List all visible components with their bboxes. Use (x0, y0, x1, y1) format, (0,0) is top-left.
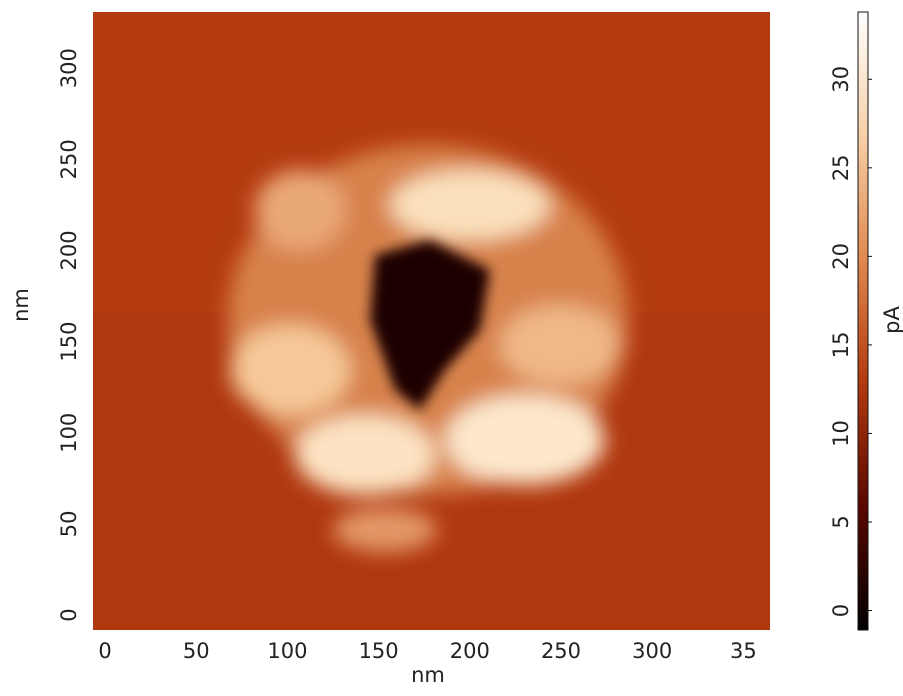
x-tick-label: 250 (541, 639, 581, 663)
page: nm nm pA 0501001502002503003505010015020… (0, 0, 903, 696)
y-tick-label: 150 (57, 322, 81, 362)
x-axis-label: nm (411, 663, 445, 687)
colorbar-tick-label: 10 (829, 420, 853, 447)
x-tick-label: 200 (450, 639, 490, 663)
x-tick-label: 35 (730, 639, 757, 663)
x-tick-label: 100 (267, 639, 307, 663)
y-tick-label: 100 (57, 413, 81, 453)
x-tick-label: 150 (359, 639, 399, 663)
y-tick-label: 50 (57, 511, 81, 538)
y-tick-label: 200 (57, 230, 81, 270)
colorbar-tick-label: 25 (829, 154, 853, 181)
scan-image (93, 12, 770, 630)
x-tick-label: 0 (98, 639, 111, 663)
y-axis-label: nm (9, 288, 33, 322)
colorbar-tick-label: 20 (829, 243, 853, 270)
colorbar (858, 12, 868, 630)
colorbar-label: pA (880, 306, 903, 334)
y-tick-label: 0 (57, 608, 81, 621)
x-tick-label: 300 (632, 639, 672, 663)
colorbar-tick-label: 0 (829, 604, 853, 617)
x-tick-label: 50 (183, 639, 210, 663)
colorbar-tick-label: 30 (829, 66, 853, 93)
chart: nm nm pA 0501001502002503003505010015020… (0, 0, 903, 692)
colorbar-tick-label: 15 (829, 332, 853, 359)
y-tick-label: 250 (57, 139, 81, 179)
colorbar-tick-label: 5 (829, 515, 853, 528)
y-tick-label: 300 (57, 48, 81, 88)
